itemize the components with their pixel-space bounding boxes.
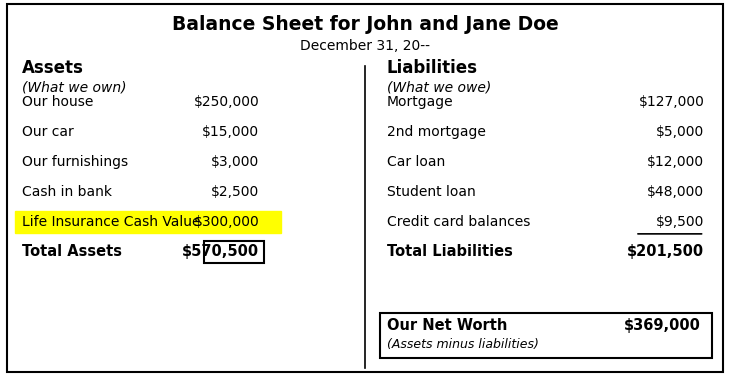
Text: Mortgage: Mortgage <box>387 94 453 109</box>
Text: Total Assets: Total Assets <box>22 244 122 259</box>
Text: Our Net Worth: Our Net Worth <box>387 318 507 334</box>
Bar <box>204 241 264 263</box>
Bar <box>380 313 712 358</box>
Text: Our car: Our car <box>22 124 74 139</box>
Text: Student loan: Student loan <box>387 185 476 199</box>
Text: December 31, 20--: December 31, 20-- <box>300 39 430 53</box>
Text: Car loan: Car loan <box>387 155 445 169</box>
Text: (What we own): (What we own) <box>22 80 126 94</box>
Text: $369,000: $369,000 <box>624 318 701 334</box>
Text: $570,500: $570,500 <box>182 244 259 259</box>
Text: (What we owe): (What we owe) <box>387 80 491 94</box>
Text: $2,500: $2,500 <box>211 185 259 199</box>
Text: $3,000: $3,000 <box>211 155 259 169</box>
Bar <box>15 211 281 233</box>
Text: Liabilities: Liabilities <box>387 59 478 77</box>
Text: Balance Sheet for John and Jane Doe: Balance Sheet for John and Jane Doe <box>172 15 558 34</box>
Text: 2nd mortgage: 2nd mortgage <box>387 124 485 139</box>
Text: $5,000: $5,000 <box>656 124 704 139</box>
Text: $127,000: $127,000 <box>639 94 704 109</box>
Text: Our house: Our house <box>22 94 93 109</box>
Text: $48,000: $48,000 <box>648 185 704 199</box>
Text: $300,000: $300,000 <box>193 215 259 229</box>
Text: Credit card balances: Credit card balances <box>387 215 530 229</box>
Text: (Assets minus liabilities): (Assets minus liabilities) <box>387 338 539 351</box>
Text: Life Insurance Cash Value: Life Insurance Cash Value <box>22 215 201 229</box>
Text: $250,000: $250,000 <box>193 94 259 109</box>
Text: $201,500: $201,500 <box>627 244 704 259</box>
Text: $12,000: $12,000 <box>648 155 704 169</box>
Text: Our furnishings: Our furnishings <box>22 155 128 169</box>
Text: Cash in bank: Cash in bank <box>22 185 112 199</box>
Text: $15,000: $15,000 <box>202 124 259 139</box>
Text: Total Liabilities: Total Liabilities <box>387 244 512 259</box>
Text: $9,500: $9,500 <box>656 215 704 229</box>
Text: Assets: Assets <box>22 59 84 77</box>
